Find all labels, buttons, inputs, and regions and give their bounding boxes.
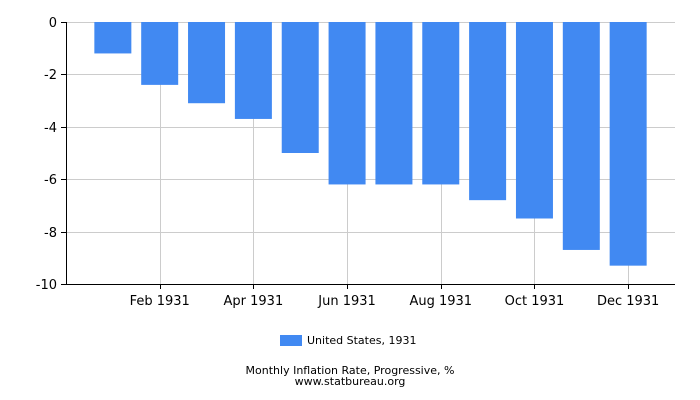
bar xyxy=(375,22,413,185)
x-tick-label: Oct 1931 xyxy=(505,294,565,309)
legend: United States, 1931 xyxy=(280,332,416,348)
x-tick-label: Jun 1931 xyxy=(317,294,376,309)
y-tick-label: -6 xyxy=(44,173,57,188)
bar xyxy=(234,22,272,119)
x-tick-label: Dec 1931 xyxy=(597,294,659,309)
bar-layer xyxy=(94,22,647,266)
bar xyxy=(469,22,507,201)
x-tick-label: Apr 1931 xyxy=(224,294,284,309)
bar xyxy=(328,22,366,185)
y-tick-label: -8 xyxy=(44,226,57,241)
bar xyxy=(515,22,553,219)
x-tick-label: Feb 1931 xyxy=(130,294,190,309)
y-tick-label: 0 xyxy=(49,16,57,31)
bar xyxy=(94,22,132,54)
chart-title: Monthly Inflation Rate, Progressive, % xyxy=(245,364,455,377)
bar xyxy=(141,22,179,85)
legend-label: United States, 1931 xyxy=(307,333,417,347)
y-tick-label: -10 xyxy=(36,278,57,293)
source-text: www.statbureau.org xyxy=(294,375,406,388)
x-tick-label: Aug 1931 xyxy=(409,294,472,309)
bar xyxy=(562,22,600,250)
bar xyxy=(422,22,460,185)
legend-swatch xyxy=(280,334,302,346)
y-tick-label: -2 xyxy=(44,68,57,83)
bar xyxy=(609,22,647,266)
bar xyxy=(188,22,226,104)
axis-layer: 0 -2 -4 -6 -8 -10 Feb 1931 Apr 1931 Jun 1931 Aug … xyxy=(36,16,675,309)
bar xyxy=(281,22,319,153)
y-tick-label: -4 xyxy=(44,121,57,136)
